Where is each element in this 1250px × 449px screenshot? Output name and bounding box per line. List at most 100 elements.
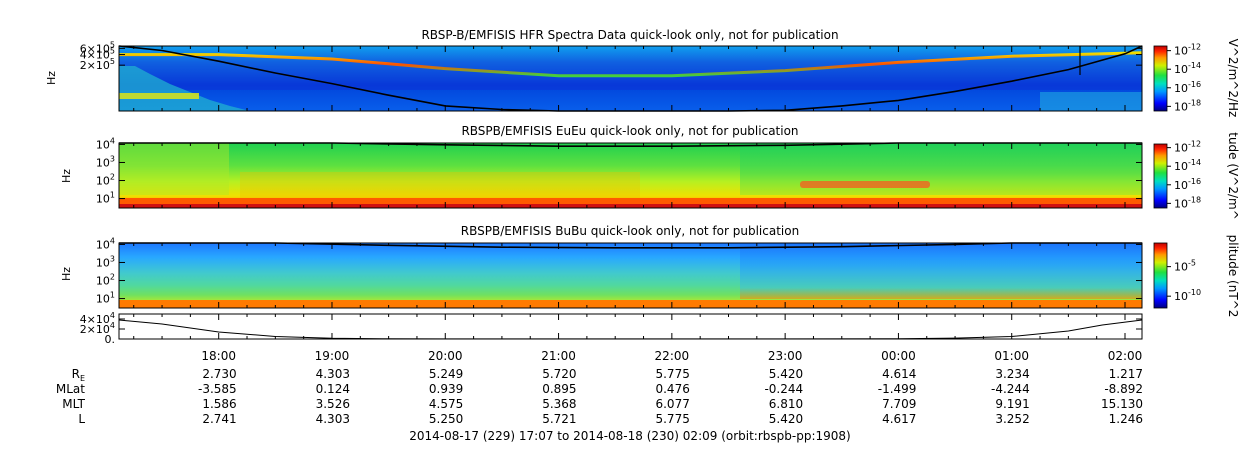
y-tick-label: 102 <box>96 173 115 188</box>
ephemeris-value: 0.124 <box>316 382 350 396</box>
ephemeris-value: 4.617 <box>882 412 916 426</box>
ephemeris-row-label: MLT <box>62 397 85 411</box>
ephemeris-value: 2.730 <box>202 367 236 381</box>
ephemeris-row-label: MLat <box>56 382 85 396</box>
y-tick-label: 6×105 <box>80 40 115 55</box>
ephemeris-value: 3.252 <box>995 412 1029 426</box>
ephemeris-value: -1.499 <box>878 382 917 396</box>
ephemeris-value: 0.895 <box>542 382 576 396</box>
line-x-ticks <box>133 314 1126 339</box>
line-plot-area <box>119 314 1142 339</box>
bubu-colorbar <box>1153 242 1168 309</box>
y-tick-label: 4×105 <box>80 47 115 62</box>
hfr-colorbar-label: V^2/m^2/Hz <box>1226 39 1240 118</box>
y-tick-label: 103 <box>96 154 115 169</box>
ephemeris-value: 5.775 <box>655 412 689 426</box>
y-tick-label: 2×104 <box>80 321 115 336</box>
eueu-colorbar-ticks: 10-12 10-14 10-16 10-18 <box>1167 140 1201 210</box>
bubu-ylabel: Hz <box>60 267 73 281</box>
ephemeris-value: 15.130 <box>1101 397 1143 411</box>
ephemeris-value: -3.585 <box>198 382 237 396</box>
ephemeris-value: 5.420 <box>769 367 803 381</box>
eueu-title: RBSPB/EMFISIS EuEu quick-look only, not … <box>461 124 798 138</box>
time-tick-label: 22:00 <box>655 349 690 363</box>
colorbar-tick-label: 10-16 <box>1174 177 1201 192</box>
ephemeris-value: 4.303 <box>316 367 350 381</box>
ephemeris-value: -0.244 <box>764 382 803 396</box>
ephemeris-value: 1.246 <box>1109 412 1143 426</box>
bubu-colorbar-ticks: 10-5 10-10 <box>1167 259 1201 303</box>
colorbar-tick-label: 10-5 <box>1174 259 1196 274</box>
hfr-ylabel: Hz <box>45 71 58 85</box>
hfr-panel: RBSP-B/EMFISIS HFR Spectra Data quick-lo… <box>45 28 1240 117</box>
bubu-panel: RBSPB/EMFISIS BuBu quick-look only, not … <box>60 224 1240 317</box>
ephemeris-value: 5.721 <box>542 412 576 426</box>
hfr-title: RBSP-B/EMFISIS HFR Spectra Data quick-lo… <box>421 28 838 42</box>
time-tick-label: 19:00 <box>315 349 350 363</box>
time-axis-labels: 18:00 19:00 20:00 21:00 22:00 23:00 00:00 01:00… <box>201 349 1142 363</box>
bubu-colorbar-label: plitude (nT^2 <box>1226 235 1240 318</box>
time-tick-label: 18:00 <box>201 349 236 363</box>
eueu-x-ticks <box>133 143 1126 208</box>
ephemeris-value: 0.476 <box>655 382 689 396</box>
time-tick-label: 23:00 <box>768 349 803 363</box>
time-tick-label: 01:00 <box>994 349 1029 363</box>
y-tick-label: 2×105 <box>80 57 115 72</box>
hfr-colorbar <box>1153 45 1168 112</box>
hfr-emission-line <box>119 51 1143 78</box>
hfr-frame <box>118 45 1143 112</box>
bubu-x-ticks <box>133 243 1126 308</box>
hfr-left-band <box>119 93 199 99</box>
bubu-title: RBSPB/EMFISIS BuBu quick-look only, not … <box>461 224 799 238</box>
colorbar-tick-label: 10-10 <box>1174 288 1201 303</box>
hfr-inner-region <box>119 66 250 111</box>
ephemeris-table: RE 2.730 4.303 5.249 5.720 5.775 5.420 4.614 3.2… <box>56 367 1143 426</box>
y-tick-label: 101 <box>96 291 115 306</box>
bubu-frame <box>118 242 1143 309</box>
ephemeris-value: 0.939 <box>429 382 463 396</box>
y-tick-label: 102 <box>96 273 115 288</box>
ephemeris-value: 5.250 <box>429 412 463 426</box>
time-tick-label: 00:00 <box>881 349 916 363</box>
ephemeris-row-label: L <box>78 412 85 426</box>
colorbar-tick-label: 10-18 <box>1174 195 1201 210</box>
ephemeris-value: 4.303 <box>316 412 350 426</box>
eueu-right-region <box>740 143 1142 195</box>
ephemeris-value: 2.741 <box>202 412 236 426</box>
colorbar-tick-label: 10-16 <box>1174 80 1201 95</box>
hfr-low-band <box>119 90 1142 111</box>
y-tick-label: 104 <box>96 236 115 251</box>
eueu-left-region <box>119 143 229 195</box>
colorbar-tick-label: 10-14 <box>1174 158 1201 173</box>
ephemeris-value: 6.077 <box>655 397 689 411</box>
footer-time-range: 2014-08-17 (229) 17:07 to 2014-08-18 (23… <box>409 429 850 443</box>
ephemeris-value: 9.191 <box>995 397 1029 411</box>
ephemeris-value: 5.368 <box>542 397 576 411</box>
hfr-right-region <box>1040 92 1142 111</box>
eueu-y-ticks: 104 103 102 101 <box>96 136 1142 206</box>
eueu-low-band <box>119 198 1142 204</box>
ephemeris-value: 3.234 <box>995 367 1029 381</box>
ephemeris-value: 5.775 <box>655 367 689 381</box>
ephemeris-value: 5.720 <box>542 367 576 381</box>
y-tick-label: 103 <box>96 254 115 269</box>
eueu-panel: RBSPB/EMFISIS EuEu quick-look only, not … <box>60 124 1240 220</box>
bubu-right-region <box>740 243 1142 299</box>
y-tick-label: 0. <box>105 333 116 346</box>
eueu-mid-feature <box>800 181 930 188</box>
ephemeris-value: -8.892 <box>1104 382 1143 396</box>
y-tick-label: 104 <box>96 136 115 151</box>
ephemeris-value: 4.575 <box>429 397 463 411</box>
ephemeris-value: 1.217 <box>1109 367 1143 381</box>
eueu-mid-band <box>240 172 640 198</box>
y-tick-label: 4×104 <box>80 311 115 326</box>
eueu-frame <box>118 142 1143 209</box>
eueu-colorbar <box>1153 143 1168 209</box>
eueu-ylabel: Hz <box>60 169 73 183</box>
ephemeris-value: 7.709 <box>882 397 916 411</box>
ephemeris-value: -4.244 <box>991 382 1030 396</box>
